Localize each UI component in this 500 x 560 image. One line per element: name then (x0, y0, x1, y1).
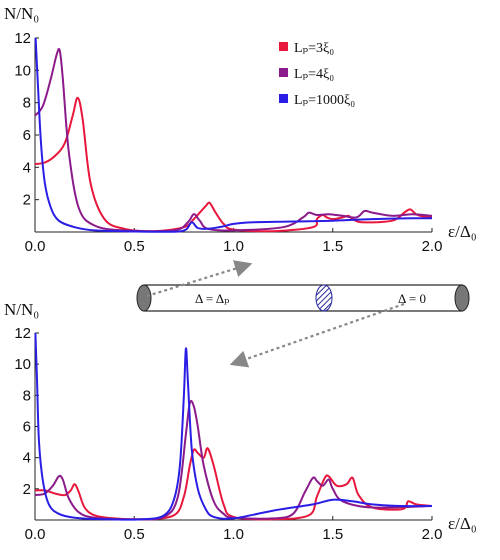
legend-label-1: Lₚ=4ξ₀ (294, 67, 334, 82)
y-tick-label-bottom: 4 (23, 450, 31, 467)
chart-panel-bottom: 2 4 6 8 10 12 0.0 0.5 1.0 1.5 2.0 N/N₀ ε/Δ₀ (4, 300, 477, 543)
x-tick-label-top: 1.0 (223, 238, 244, 255)
y-tick-label-bottom: 2 (23, 481, 31, 498)
y-tick-label-top: 6 (23, 127, 31, 144)
series-line-top-0 (34, 96, 433, 233)
y-axis-label-top: N/N₀ (4, 4, 39, 23)
legend: Lₚ=3ξ₀ Lₚ=4ξ₀ Lₚ=1000ξ₀ (279, 41, 355, 108)
legend-swatch-2 (279, 94, 288, 103)
x-tick-label-top: 0.0 (25, 238, 46, 255)
wire-left-end (136, 284, 152, 312)
x-tick-label-bottom: 0.0 (25, 526, 46, 543)
wire-left-label: Δ = Δₚ (195, 291, 229, 306)
pointer-arrow-top (146, 260, 253, 298)
x-tick-label-top: 1.5 (322, 238, 343, 255)
pointer-arrow-bottom (229, 302, 405, 368)
chart-panel-top: 2 4 6 8 10 12 0.0 0.5 1.0 1.5 2.0 N/N₀ ε/Δ₀ Lₚ=3ξ₀… (4, 4, 477, 255)
junction-marker (315, 284, 333, 312)
legend-swatch-1 (279, 68, 288, 77)
y-axis-label-bottom: N/N₀ (4, 300, 39, 319)
y-tick-label-bottom: 8 (23, 387, 31, 404)
y-tick-label-top: 12 (14, 30, 31, 47)
series-line-bottom-1 (34, 399, 433, 521)
wire-right-end (454, 284, 470, 312)
series-line-bottom-2 (34, 332, 433, 521)
y-tick-label-top: 4 (23, 159, 31, 176)
legend-swatch-0 (279, 42, 288, 51)
y-tick-label-top: 2 (23, 192, 31, 209)
legend-label-2: Lₚ=1000ξ₀ (294, 93, 355, 108)
x-tick-label-bottom: 2.0 (422, 526, 443, 543)
x-tick-label-bottom: 1.5 (322, 526, 343, 543)
y-tick-label-top: 10 (14, 62, 31, 79)
y-tick-label-top: 8 (23, 95, 31, 112)
x-tick-label-top: 0.5 (124, 238, 145, 255)
series-line-top-1 (34, 47, 433, 233)
y-tick-label-bottom: 10 (14, 356, 31, 373)
y-tick-label-bottom: 12 (14, 325, 31, 342)
y-tick-label-bottom: 6 (23, 419, 31, 436)
wire-right-label: Δ = 0 (398, 291, 426, 306)
x-tick-label-bottom: 0.5 (124, 526, 145, 543)
wire-schematic: Δ = Δₚ Δ = 0 (136, 260, 470, 368)
x-tick-label-bottom: 1.0 (223, 526, 244, 543)
x-tick-label-top: 2.0 (422, 238, 443, 255)
series-line-top-2 (34, 37, 433, 233)
x-axis-label-bottom: ε/Δ₀ (448, 514, 477, 533)
legend-label-0: Lₚ=3ξ₀ (294, 41, 334, 56)
x-axis-label-top: ε/Δ₀ (448, 222, 477, 241)
series-line-bottom-0 (34, 447, 433, 521)
